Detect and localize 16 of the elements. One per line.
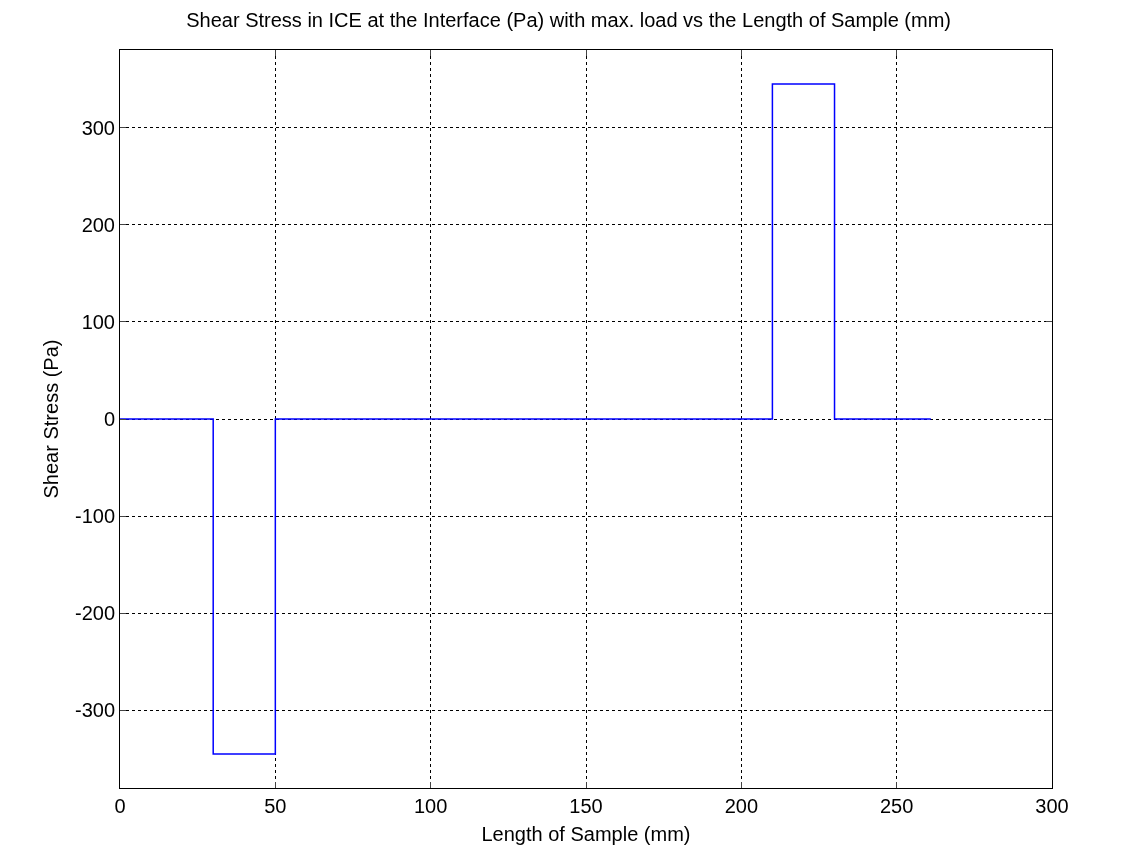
y-tick-label: -200 [74,602,115,625]
x-tick-label: 150 [569,795,603,817]
x-axis-title: Length of Sample (mm) [481,822,691,845]
y-tick-label: -100 [74,505,115,528]
x-tick-label: 50 [264,795,287,817]
y-tick-label: 0 [103,408,115,430]
y-tick-label: 200 [81,213,115,236]
chart-title: Shear Stress in ICE at the Interface (Pa) with max. load vs the Length of Sample (mm) [186,8,952,31]
x-tick-label: 100 [413,795,448,817]
x-tick-label: 200 [724,795,759,817]
x-tick-label: 250 [879,795,914,817]
y-tick-label: 100 [81,310,115,333]
y-tick-label: -300 [74,699,115,722]
x-tick-label: 300 [1035,795,1069,817]
y-tick-label: 300 [81,116,115,139]
y-axis-title: Shear Stress (Pa) [40,339,63,499]
